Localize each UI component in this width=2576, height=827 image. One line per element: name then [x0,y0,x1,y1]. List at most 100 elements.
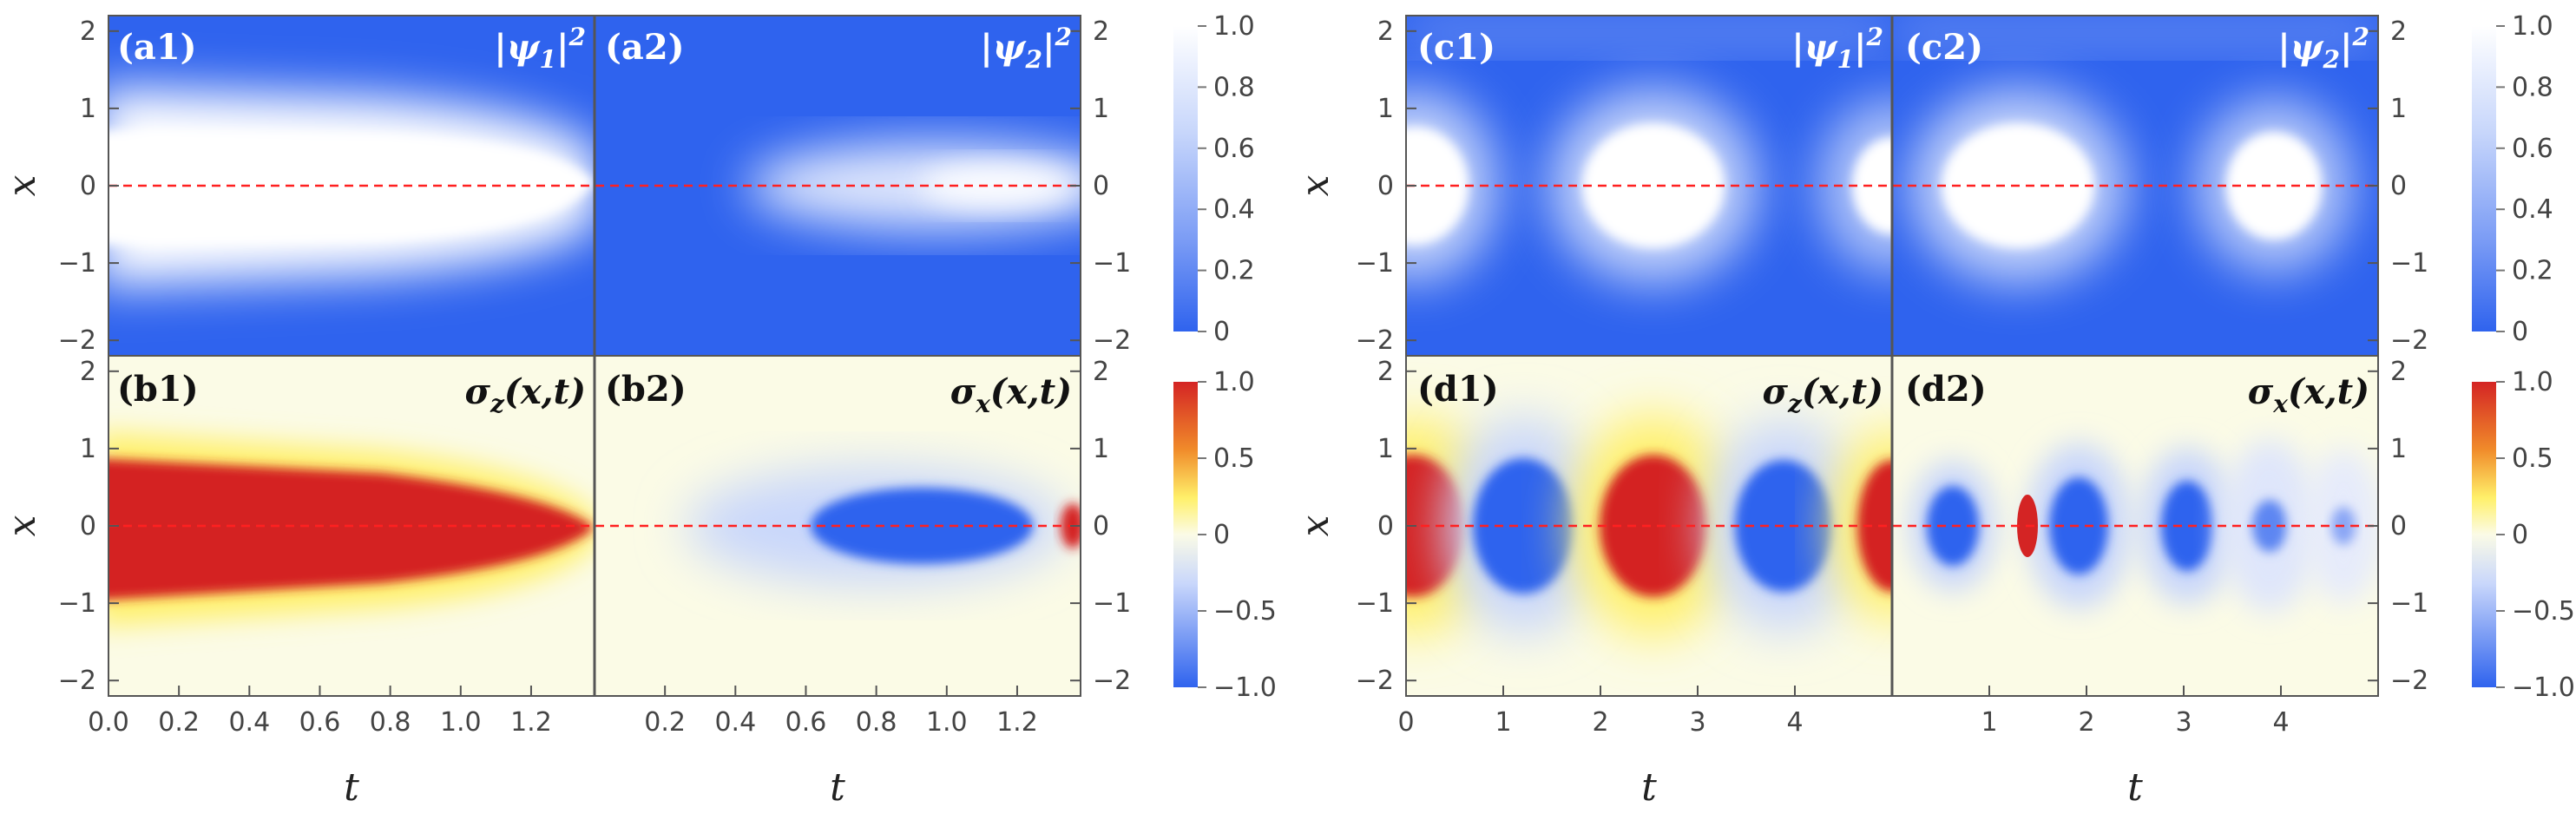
quantity-a2: |ψ2|2 [980,23,1072,74]
xtick-label-d2-3: 4 [2272,707,2289,738]
ytick-label-d2-0: 2 [2390,357,2407,387]
xlabel-left-b2: t [830,765,845,810]
quantity-b1: σz(x,t) [464,371,586,418]
ytick-label-d1-2: 0 [1377,511,1394,541]
colorbar-label-top-left-0: 1.0 [1213,11,1255,42]
frames [108,15,2379,697]
colorbar-label-bottom-left-2: 0 [1213,520,1230,550]
ytick-label-d1-1: 1 [1377,434,1394,464]
colorbar-top-left [1173,26,1198,331]
xtick-label-b1-2: 0.4 [228,707,270,738]
ytick-label-c2-4: −2 [2390,325,2428,356]
tag-d1: (d1) [1417,369,1499,410]
colorbar-label-bottom-right-1: 0.5 [2512,443,2553,474]
colorbar-label-top-right-1: 0.8 [2512,72,2553,102]
colorbar-label-bottom-right-0: 1.0 [2512,367,2553,397]
xtick-label-b1-5: 1.0 [440,707,482,738]
ytick-label-a2-2: 0 [1093,171,1109,201]
xtick-label-b1-6: 1.2 [510,707,552,738]
quantity-c2: |ψ2|2 [2277,23,2369,74]
ytick-label-c2-1: 1 [2390,94,2407,124]
ytick-label-a1-1: 1 [80,94,96,124]
xtick-label-b2-5: 1.2 [996,707,1038,738]
ytick-label-b1-0: 2 [80,357,96,387]
colorbar-label-bottom-right-3: −0.5 [2512,596,2575,627]
ytick-label-b1-3: −1 [58,588,96,619]
quantity-a1: |ψ1|2 [494,23,586,74]
ytick-label-b2-3: −1 [1093,588,1131,619]
xtick-label-b2-4: 1.0 [926,707,968,738]
ylabel-c1: x [1293,174,1337,196]
colorbar-label-bottom-left-0: 1.0 [1213,367,1255,397]
tag-a1: (a1) [117,27,197,68]
ytick-label-c2-2: 0 [2390,171,2407,201]
colorbar-label-top-right-5: 0 [2512,317,2528,347]
tag-c2: (c2) [1905,27,1983,68]
xtick-label-b2-0: 0.2 [644,707,686,738]
ytick-label-b2-1: 1 [1093,434,1109,464]
xtick-label-d2-0: 1 [1981,707,1997,738]
colorbar-label-bottom-right-4: −1.0 [2512,673,2575,703]
tag-b2: (b2) [605,369,687,410]
colorbar-label-bottom-left-3: −0.5 [1213,596,1277,627]
ytick-label-b1-2: 0 [80,511,96,541]
axis-titles: x x x x t t t t [0,174,2143,810]
panel-tags: (a1) (a2) (b1) (b2) (c1) (c2) (d1) (d2) [117,27,1987,410]
xtick-label-b1-3: 0.6 [299,707,341,738]
xlabel-left-b1: t [344,765,359,810]
xtick-label-d1-3: 3 [1689,707,1705,738]
ytick-label-d2-1: 1 [2390,434,2407,464]
ytick-label-c1-0: 2 [1377,16,1394,47]
ytick-label-a1-4: −2 [58,325,96,356]
ytick-label-d2-2: 0 [2390,511,2407,541]
ytick-label-a2-1: 1 [1093,94,1109,124]
quantity-b2: σx(x,t) [950,371,1072,418]
ytick-label-d1-3: −1 [1356,588,1394,619]
ylabel-a1: x [0,174,44,196]
colorbar-label-top-right-2: 0.6 [2512,134,2553,164]
colorbar-label-top-left-3: 0.4 [1213,194,1255,225]
xtick-label-b2-3: 0.8 [856,707,897,738]
colorbars: 1.0 0.8 0.6 0.4 0.2 0 1.0 0.5 0 −0.5 −1.0 1.0 0.8 0.6… [1173,11,2575,703]
colorbar-label-top-right-0: 1.0 [2512,11,2553,42]
xtick-label-d1-4: 4 [1786,707,1803,738]
ytick-label-c1-3: −1 [1356,248,1394,279]
ytick-label-c2-3: −1 [2390,248,2428,279]
colorbar-label-bottom-left-1: 0.5 [1213,443,1255,474]
tag-d2: (d2) [1905,369,1987,410]
ytick-label-c1-2: 0 [1377,171,1394,201]
xlabel-right-d2: t [2127,765,2143,810]
colorbar-label-bottom-left-4: −1.0 [1213,673,1277,703]
ytick-label-b2-0: 2 [1093,357,1109,387]
ytick-label-c1-1: 1 [1377,94,1394,124]
colorbar-label-top-left-1: 0.8 [1213,72,1255,102]
ytick-label-a2-3: −1 [1093,248,1131,279]
colorbar-label-top-left-4: 0.2 [1213,256,1255,286]
colorbar-bottom-left [1173,382,1198,687]
xtick-label-b2-2: 0.6 [785,707,827,738]
ytick-label-d2-3: −1 [2390,588,2428,619]
colorbar-labels: 1.0 0.8 0.6 0.4 0.2 0 1.0 0.5 0 −0.5 −1.0 1.0 0.8 0.6… [1198,11,2575,703]
xtick-label-b1-0: 0.0 [88,707,129,738]
ytick-label-d1-4: −2 [1356,666,1394,696]
ytick-label-d2-4: −2 [2390,666,2428,696]
ytick-label-b1-1: 1 [80,434,96,464]
ytick-label-b1-4: −2 [58,666,96,696]
colorbar-label-top-right-4: 0.2 [2512,256,2553,286]
tag-a2: (a2) [605,27,685,68]
ytick-label-a1-2: 0 [80,171,96,201]
colorbar-label-top-right-3: 0.4 [2512,194,2553,225]
xtick-label-d1-0: 0 [1397,707,1414,738]
ytick-label-c2-0: 2 [2390,16,2407,47]
xtick-label-d1-2: 2 [1592,707,1608,738]
quantity-c1: |ψ1|2 [1791,23,1883,74]
xtick-label-d2-1: 2 [2078,707,2094,738]
ytick-label-a1-3: −1 [58,248,96,279]
quantity-labels: |ψ1|2 |ψ2|2 σz(x,t) σx(x,t) |ψ1|2 |ψ2|2 … [464,23,2369,418]
colorbar-top-right [2472,26,2496,331]
xlabel-right-d1: t [1641,765,1657,810]
ytick-label-d1-0: 2 [1377,357,1394,387]
ylabel-b1: x [0,515,44,536]
